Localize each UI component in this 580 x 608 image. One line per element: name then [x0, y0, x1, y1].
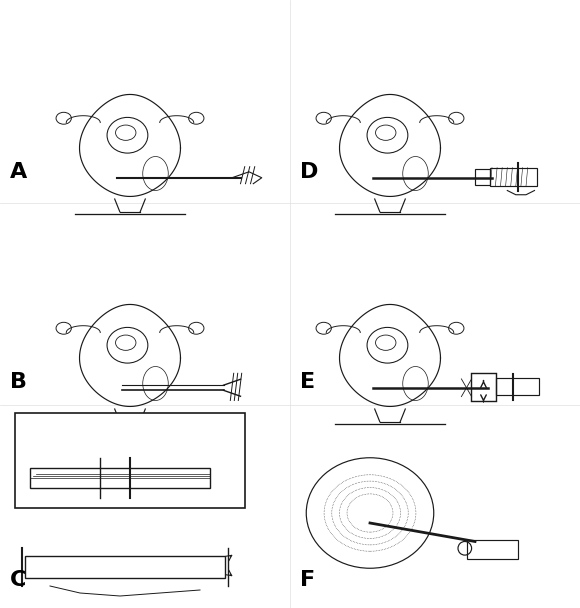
Bar [15, 413, 245, 508]
Text: C: C [10, 570, 26, 590]
Bar [496, 378, 539, 395]
Bar [25, 556, 225, 578]
Bar [471, 373, 496, 401]
Bar [466, 540, 517, 559]
Text: B: B [10, 372, 27, 392]
Text: E: E [300, 372, 315, 392]
Bar [475, 169, 490, 185]
Bar [490, 168, 537, 186]
Text: F: F [300, 570, 315, 590]
Text: A: A [10, 162, 27, 182]
Bar [30, 468, 210, 488]
Text: D: D [300, 162, 318, 182]
